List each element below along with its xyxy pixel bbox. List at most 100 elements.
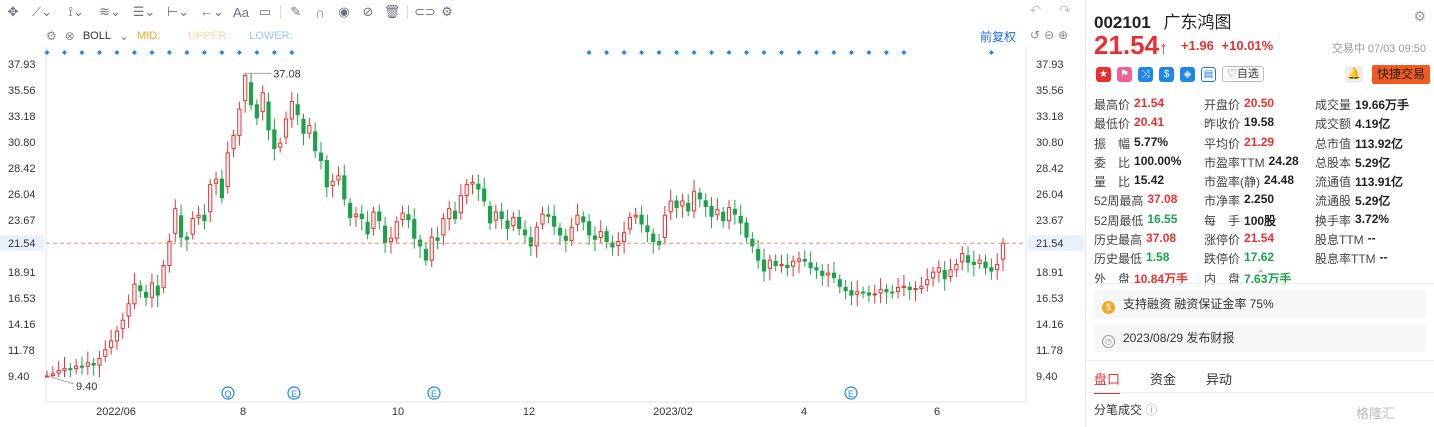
stats-row: 委 比 100.00% 市盈率TTM 24.28 总股本 5.29亿 [1094, 154, 1430, 173]
info-icon[interactable]: ⓘ [1145, 403, 1158, 417]
stat-label: 开盘价 [1204, 98, 1241, 112]
signal-marker [813, 50, 819, 55]
pencil-icon[interactable]: ✎ [290, 4, 302, 19]
text-tool-icon[interactable]: Aa [233, 4, 249, 20]
undo-icon[interactable]: ↶ [1029, 2, 1042, 18]
pattern-tool-icon[interactable]: ≋⌄ [99, 4, 121, 19]
link-icon[interactable]: ⊂⊃ [414, 4, 436, 19]
candle-body [295, 104, 300, 116]
quote-stats-grid: 最高价 21.54 开盘价 20.50 成交量 19.66万手 最低价 20.41 昨收价 19.… [1094, 96, 1430, 289]
hot-tag-icon[interactable]: ⚑ [1117, 66, 1132, 82]
candle-body [62, 367, 67, 372]
candle-body [639, 214, 644, 225]
signal-marker [44, 50, 50, 55]
stat-label: 流通值 [1315, 175, 1352, 190]
candle-body [79, 365, 85, 368]
stat-value: 5.77% [1134, 134, 1169, 149]
quick-trade-button[interactable]: 快捷交易 [1372, 65, 1430, 84]
margin-info[interactable]: $ 支持融资 融资保证金率 75% [1094, 290, 1426, 318]
chevron-up-icon[interactable]: ⌃ [1256, 269, 1266, 281]
tab-yidong[interactable]: 异动 [1206, 372, 1233, 387]
bell-icon[interactable]: 🔔 [1345, 66, 1363, 83]
crosshair-icon[interactable]: ✥ [7, 4, 19, 19]
x-tick-label: 4 [801, 406, 807, 418]
china-flag-icon: ★ [1096, 66, 1111, 82]
report-info[interactable]: ◷ 2023/08/29 发布财报 [1094, 324, 1426, 352]
zoom-out-icon[interactable]: ⊖ [1044, 28, 1055, 42]
adjust-dropdown[interactable]: 前复权 [980, 30, 1017, 44]
candle-body [342, 175, 347, 200]
candle-body [901, 285, 907, 288]
candle-body [983, 261, 988, 269]
candle-body [260, 92, 265, 113]
candle-body [482, 188, 487, 202]
candlestick-chart[interactable]: 37.93 35.56 33.18 30.80 28.42 26.04 23.67 18.91… [0, 0, 1085, 427]
stat-label: 最高价 [1094, 98, 1131, 112]
candle-body [423, 248, 429, 261]
stat-value: 113.91亿 [1355, 175, 1404, 190]
tag-icon[interactable]: ◈ [1180, 66, 1195, 82]
line-tool-icon[interactable]: ⟋⌄ [32, 4, 52, 19]
stat-label: 外 盘 [1094, 271, 1131, 286]
candle-body [948, 269, 953, 277]
candle-body [610, 242, 615, 248]
add-watchlist-button[interactable]: ♡自选 [1222, 66, 1264, 82]
candle-body [645, 225, 650, 233]
change-value: +1.96 [1181, 38, 1214, 53]
event-marker-label: Q [224, 389, 231, 399]
candle-body [348, 202, 353, 218]
stat-label: 涨停价 [1204, 233, 1241, 248]
candle-body [989, 267, 994, 272]
stat-label: 流通股 [1315, 194, 1352, 209]
candle-body [954, 263, 959, 271]
shuffle-icon[interactable]: ⤨ [1138, 66, 1153, 82]
gear-icon[interactable]: ⚙ [1413, 8, 1426, 24]
stat-cell: 涨停价 21.54 [1204, 231, 1315, 250]
redo-icon[interactable]: ↷ [1059, 2, 1071, 18]
signal-marker [61, 50, 67, 55]
candle-body [831, 272, 837, 279]
drawing-toolbar: ✥ ⟋⌄ ⟟⌄ ≋⌄ ☰⌄ ⊢⌄ ←⌄ Aa ▭ ✎ ∩ ◉ ⊘ 🗑 ⊂⊃ ⚙ … [0, 0, 1085, 24]
stat-cell: 量 比 15.42 [1094, 173, 1204, 192]
candle-body [417, 239, 423, 247]
indicator-name[interactable]: BOLL [82, 30, 111, 42]
stats-row: 历史最低 1.58 跌停价 17.62 股息率TTM -- [1094, 250, 1430, 269]
magnet-icon[interactable]: ∩ [315, 4, 325, 20]
candle-body [773, 260, 778, 267]
fib-tool-icon[interactable]: ☰⌄ [132, 4, 156, 19]
stat-cell: 52周最低 16.55 [1094, 212, 1204, 231]
chevron-down-icon[interactable]: ⌄ [118, 29, 130, 43]
stats-row: 最高价 21.54 开盘价 20.50 成交量 19.66万手 [1094, 96, 1430, 115]
remove-drawings-icon[interactable]: ⊘ [362, 4, 374, 19]
tab-zijin[interactable]: 资金 [1150, 372, 1177, 387]
y-tick-label: 33.18 [8, 111, 36, 123]
zoom-in-icon[interactable]: ⊕ [1058, 28, 1069, 42]
candle-body [155, 285, 160, 296]
signal-marker [149, 50, 155, 55]
tab-pankou[interactable]: 盘口 [1094, 369, 1121, 394]
stat-cell: 股息率TTM -- [1315, 250, 1430, 269]
reset-icon[interactable]: ↺ [1030, 28, 1041, 42]
news-icon[interactable]: ▤ [1201, 66, 1216, 82]
comment-icon[interactable]: ▭ [258, 4, 272, 19]
channel-tool-icon[interactable]: ⟟⌄ [68, 4, 84, 19]
y-tick-label: 11.78 [8, 345, 35, 357]
candle-body [126, 303, 131, 317]
candle-body [301, 118, 306, 134]
event-marker-circle [844, 386, 858, 400]
finance-icon[interactable]: $ [1159, 66, 1174, 82]
right-y-tick-label: 30.80 [1036, 137, 1064, 149]
settings-icon[interactable]: ⚙ [441, 4, 453, 19]
measure-tool-icon[interactable]: ⊢⌄ [166, 4, 190, 19]
trash-icon[interactable]: 🗑 [383, 4, 401, 19]
candle-body [849, 290, 854, 296]
hide-drawings-icon[interactable]: ◉ [338, 4, 350, 19]
coin-icon: $ [1102, 301, 1115, 314]
candle-body [208, 184, 213, 213]
stat-cell: 内 盘 7.63万手 [1204, 270, 1315, 289]
arrow-tool-icon[interactable]: ←⌄ [200, 4, 224, 19]
trade-status: 交易中 07/03 09:50 [1331, 43, 1426, 55]
candle-body [930, 271, 936, 279]
indicator-close-icon[interactable]: ⊗ [64, 29, 75, 43]
indicator-settings-icon[interactable]: ⚙ [46, 29, 57, 43]
